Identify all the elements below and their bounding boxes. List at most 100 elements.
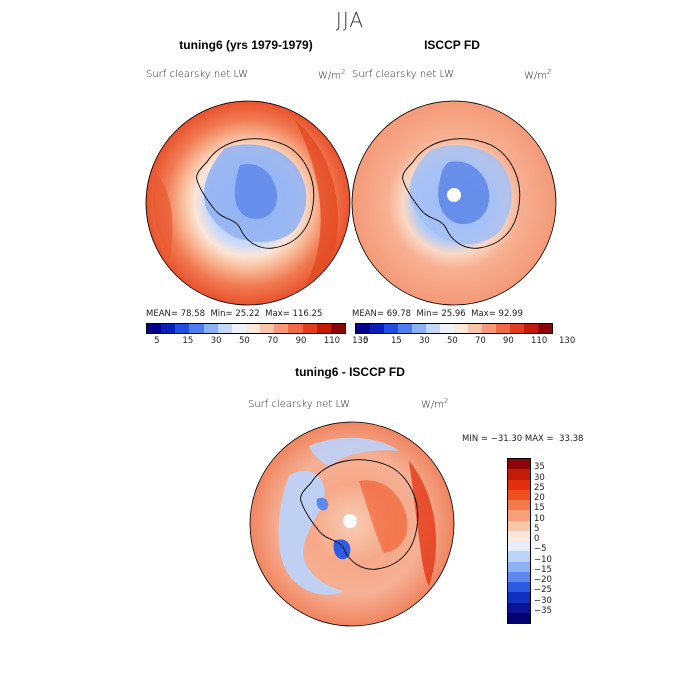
colorbar-swatch <box>274 324 289 333</box>
colorbar-tick-label: 5 <box>363 336 369 346</box>
colorbar-swatch <box>175 324 190 333</box>
diff-colorbar-tick-label: −25 <box>534 585 552 596</box>
colorbar-swatch <box>245 324 261 333</box>
colorbar-tick-label: 90 <box>503 336 514 346</box>
panel1-warm-region-west <box>152 170 173 260</box>
diff-colorbar-tick-label: −15 <box>534 564 552 575</box>
colorbar-swatch <box>161 324 176 333</box>
colorbar-swatch <box>356 324 370 333</box>
colorbar-swatch <box>538 324 552 333</box>
colorbar-tick-label: 15 <box>182 336 194 346</box>
diff-colorbar-swatch <box>508 469 530 480</box>
diff-colorbar-tick-label: 25 <box>534 482 545 493</box>
diff-colorbar-swatch <box>508 489 530 500</box>
diff-colorbar-tick-label: 10 <box>534 513 545 524</box>
colorbar-swatch <box>510 324 524 333</box>
colorbar-tick-label: 90 <box>295 336 307 346</box>
colorbar-tick-label: 130 <box>559 336 576 346</box>
colorbar-swatch <box>468 324 482 333</box>
diff-units-label: W/m2 <box>421 397 449 411</box>
diff-colorbar-swatch <box>508 602 530 613</box>
colorbar-swatch <box>496 324 510 333</box>
panel1-stats: MEAN= 78.58 Min= 25.22 Max= 116.25 <box>146 309 323 319</box>
colorbar-tick-label: 50 <box>447 336 458 346</box>
diff-colorbar-swatch <box>508 612 530 623</box>
colorbar-swatch <box>524 324 538 333</box>
colorbar-tick-label: 70 <box>475 336 486 346</box>
colorbar-tick-label: 5 <box>154 336 160 346</box>
diff-colorbar-swatch <box>508 510 530 521</box>
panel1-coastline <box>196 138 315 249</box>
diff-cold-band-north <box>309 437 399 466</box>
diff-colorbar-swatch <box>508 520 530 531</box>
diff-colorbar-tick-label: −20 <box>534 575 552 585</box>
panel2-units-label: W/m2 <box>524 68 552 82</box>
colorbar-swatch <box>231 324 246 333</box>
diff-colorbar-tick-label: 20 <box>534 493 545 503</box>
panel1-title: tuning6 (yrs 1979-1979) <box>179 38 313 52</box>
diff-colorbar-swatch <box>508 571 530 582</box>
diff-pole-hole <box>343 514 357 528</box>
panel2-polar-map <box>351 100 557 306</box>
diff-colorbar-tick-label: −30 <box>534 595 552 606</box>
colorbar-swatch <box>412 324 426 333</box>
panel1-colorbar <box>146 323 346 334</box>
colorbar-tick-label: 110 <box>531 336 548 346</box>
colorbar-swatch <box>260 324 275 333</box>
colorbar-tick-label: 110 <box>323 336 341 346</box>
diff-colorbar-labels: 35 30 25 20 15 10 5 0 −5 −10 −15 −20 −25 −30 −35 <box>534 458 574 622</box>
colorbar-swatch <box>316 324 331 333</box>
diff-cold-band-west <box>278 470 344 595</box>
colorbar-tick-label: 15 <box>391 336 402 346</box>
diff-min-max: MIN = −31.30 MAX = 33.38 <box>462 434 584 444</box>
diff-colorbar-tick-label: 35 <box>534 462 545 473</box>
colorbar-tick-label: 130 <box>352 336 369 346</box>
panel2-colorbar <box>355 323 553 334</box>
colorbar-tick-label: 50 <box>239 336 250 346</box>
diff-colorbar-tick-label: 30 <box>534 472 545 483</box>
panel2-variable-label: Surf clearsky net LW <box>352 69 455 80</box>
diff-colorbar-swatch <box>508 500 530 511</box>
colorbar-swatch <box>189 324 204 333</box>
diff-colorbar-swatch <box>508 541 530 552</box>
diff-title: tuning6 - ISCCP FD <box>295 365 405 379</box>
diff-colorbar-tick-label: 15 <box>534 503 545 514</box>
colorbar-swatch <box>482 324 496 333</box>
diff-colorbar-swatch <box>508 561 530 572</box>
panel2-coastline <box>402 138 521 249</box>
diff-colorbar-tick-label: −10 <box>534 554 552 565</box>
diff-cold-spot-2 <box>316 497 329 511</box>
diff-colorbar-tick-label: −5 <box>534 544 547 555</box>
colorbar-swatch <box>384 324 398 333</box>
panel1-colorbar-labels: 5 15 30 50 70 90 110 130 <box>146 336 368 348</box>
colorbar-tick-label: 30 <box>210 336 222 346</box>
colorbar-swatch <box>203 324 218 333</box>
colorbar-swatch <box>330 324 345 333</box>
diff-colorbar-tick-label: 0 <box>534 534 540 544</box>
diff-variable-label: Surf clearsky net LW <box>248 399 351 410</box>
panel1-units-label: W/m2 <box>318 68 346 82</box>
colorbar-swatch <box>147 324 162 333</box>
diff-colorbar-swatch <box>508 479 530 490</box>
diff-polar-map <box>249 421 455 627</box>
colorbar-swatch <box>288 324 303 333</box>
panel1-cold-core <box>234 164 278 219</box>
panel2-stats: MEAN= 69.78 Min= 25.96 Max= 92.99 <box>352 309 523 319</box>
diff-colorbar <box>507 458 531 624</box>
diff-colorbar-tick-label: 5 <box>534 523 540 534</box>
colorbar-swatch <box>370 324 384 333</box>
panel1-polar-map <box>145 100 351 306</box>
colorbar-tick-label: 70 <box>267 336 279 346</box>
diff-colorbar-tick-label: −35 <box>534 605 552 616</box>
colorbar-swatch <box>454 324 468 333</box>
panel2-title: ISCCP FD <box>424 38 480 52</box>
diff-colorbar-swatch <box>508 592 530 603</box>
diff-colorbar-swatch <box>508 459 530 470</box>
panel2-colorbar-labels: 5 15 30 50 70 90 110 130 <box>355 336 575 348</box>
panel1-variable-label: Surf clearsky net LW <box>146 69 249 80</box>
colorbar-tick-label: 30 <box>419 336 430 346</box>
colorbar-swatch <box>217 324 232 333</box>
diff-coastline <box>300 459 419 570</box>
diff-warm-inner <box>359 480 408 553</box>
colorbar-swatch <box>426 324 440 333</box>
